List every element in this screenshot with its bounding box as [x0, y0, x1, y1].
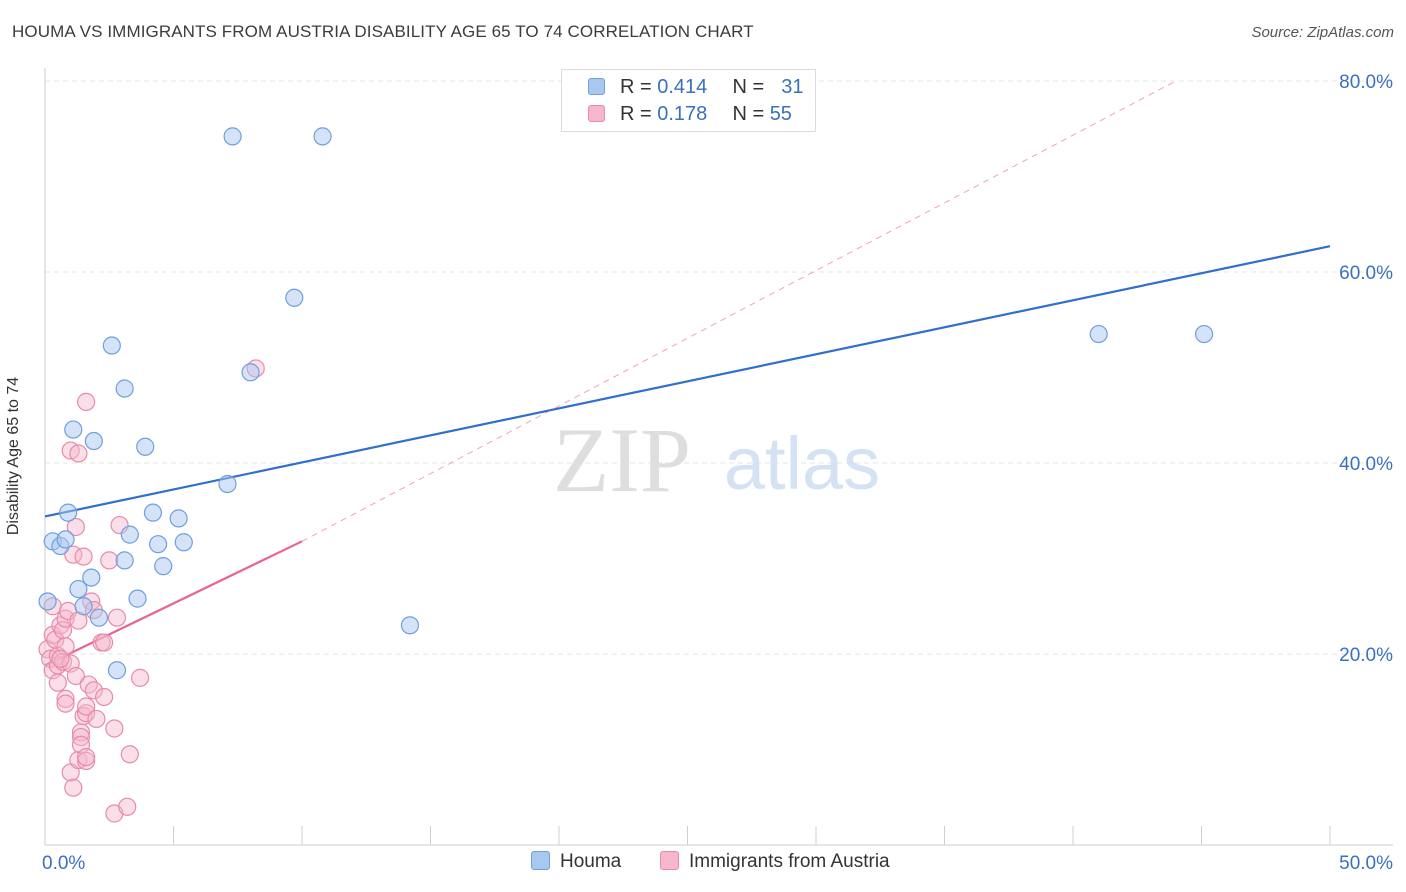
trend-line-houma — [44, 245, 1331, 518]
axis-layer — [44, 68, 1393, 846]
point-houma — [218, 474, 237, 494]
point-houma — [120, 525, 139, 544]
trend-line-austria — [44, 540, 303, 667]
bottom-legend-label-austria: Immigrants from Austria — [689, 851, 890, 872]
point-austria — [107, 608, 127, 627]
point-austria — [77, 751, 96, 771]
point-austria — [56, 689, 75, 708]
point-austria — [64, 778, 83, 797]
source-label: Source: ZipAtlas.com — [1251, 24, 1394, 41]
legend-n-label: N = — [732, 103, 765, 125]
point-houma — [115, 379, 134, 398]
legend-box: R = 0.414 N = 31 R = 0.178 N = 55 — [561, 69, 816, 132]
y-tick-label: 40.0% — [1339, 454, 1393, 475]
bottom-legend-swatch-austria — [660, 851, 679, 870]
point-austria — [100, 551, 119, 570]
point-houma — [56, 530, 75, 549]
point-austria — [95, 687, 114, 707]
point-austria — [87, 709, 106, 729]
point-houma — [102, 336, 121, 355]
point-austria — [51, 649, 70, 668]
point-austria — [56, 694, 75, 713]
point-houma — [82, 568, 101, 587]
legend-r-value: 0.414 — [657, 76, 708, 98]
legend-n-value: 55 — [769, 103, 792, 125]
point-houma — [115, 551, 134, 570]
point-austria — [43, 625, 62, 645]
legend-n-label: N = — [732, 76, 765, 98]
watermark-atlas: atlas — [724, 422, 880, 505]
point-austria — [105, 719, 124, 738]
point-austria — [77, 748, 96, 767]
point-austria — [130, 668, 150, 687]
legend-r-label: R = — [620, 76, 652, 98]
chart-title: HOUMA VS IMMIGRANTS FROM AUSTRIA DISABIL… — [12, 22, 754, 41]
x-tick-label: 0.0% — [42, 853, 85, 874]
point-houma — [38, 592, 57, 611]
point-houma — [107, 661, 127, 680]
bottom-legend-label-houma: Houma — [560, 851, 622, 872]
point-houma — [285, 288, 304, 307]
y-axis-label: Disability Age 65 to 74 — [5, 376, 22, 536]
point-austria — [79, 675, 98, 694]
point-houma — [1089, 324, 1108, 344]
point-houma — [1194, 324, 1214, 344]
point-houma — [169, 509, 188, 528]
point-houma — [74, 597, 93, 616]
point-austria — [77, 392, 96, 411]
point-houma — [223, 127, 242, 146]
point-austria — [77, 697, 96, 716]
watermark: ZIP atlas — [553, 409, 880, 511]
point-austria — [71, 727, 91, 747]
point-austria — [66, 517, 85, 537]
bottom-legend-houma: Houma — [531, 851, 621, 873]
point-austria — [66, 666, 85, 686]
trend-layer — [44, 80, 1331, 667]
bottom-legend-swatch-houma — [531, 851, 550, 870]
legend-n-value: 31 — [781, 76, 804, 98]
point-houma — [84, 431, 103, 451]
bottom-legend-austria: Immigrants from Austria — [660, 851, 890, 873]
watermark-zip: ZIP — [553, 409, 691, 511]
point-austria — [48, 673, 67, 692]
legend-swatch-austria — [588, 105, 605, 122]
point-austria — [118, 797, 137, 816]
y-tick-label: 20.0% — [1339, 645, 1393, 666]
point-houma — [313, 127, 332, 146]
point-houma — [174, 533, 193, 552]
point-austria — [95, 633, 114, 652]
y-tick-label: 60.0% — [1339, 263, 1393, 284]
points-layer — [38, 127, 1214, 823]
point-houma — [128, 589, 147, 608]
point-houma — [89, 608, 109, 627]
legend-r-label: R = — [620, 103, 652, 125]
point-houma — [69, 579, 88, 599]
point-austria — [69, 444, 88, 463]
point-houma — [136, 437, 155, 456]
y-tick-label: 80.0% — [1339, 72, 1393, 93]
point-houma — [59, 503, 78, 522]
point-austria — [84, 681, 103, 700]
point-houma — [148, 535, 168, 554]
point-houma — [241, 363, 260, 382]
x-tick-label: 50.0% — [1339, 853, 1393, 874]
tick-label-layer: 20.0% 40.0% 60.0% 80.0% 0.0% 50.0% — [42, 72, 1393, 874]
point-houma — [143, 503, 163, 522]
point-houma — [400, 616, 420, 635]
point-houma — [64, 420, 83, 439]
point-austria — [120, 745, 139, 764]
point-houma — [154, 557, 173, 576]
legend-r-value: 0.178 — [657, 103, 708, 125]
point-austria — [77, 704, 96, 723]
legend-swatch-houma — [588, 78, 605, 95]
point-austria — [74, 547, 93, 566]
